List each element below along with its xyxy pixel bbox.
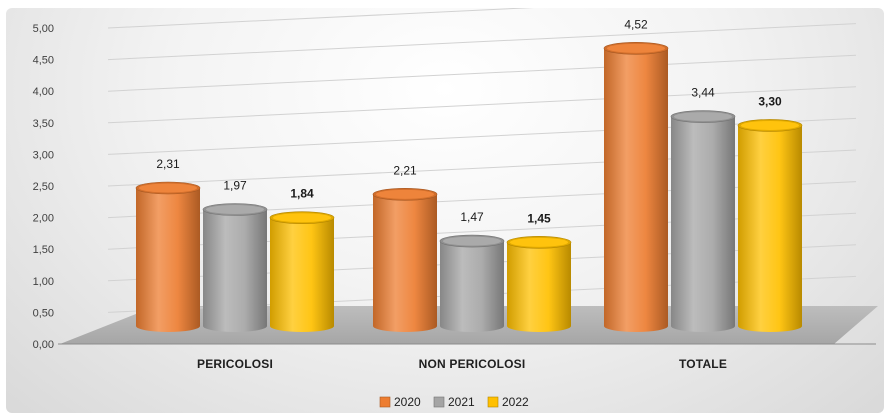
- y-tick-label: 4,00: [33, 86, 54, 98]
- legend-item: 2021: [433, 395, 475, 409]
- legend-label: 2020: [394, 395, 421, 409]
- x-category-label: PERICOLOSI: [197, 357, 273, 371]
- bars: [135, 42, 803, 332]
- bar-chart: 0,00 0,50 1,00 1,50 2,00 2,50 3,00 3,50 4,00 4,50…: [33, 8, 878, 409]
- legend: 2020 2021 2022: [379, 395, 529, 409]
- y-tick-label: 1,00: [33, 276, 54, 288]
- bar: [135, 181, 201, 332]
- data-label: 2,31: [156, 157, 180, 171]
- gridline: [107, 86, 857, 124]
- bar: [670, 110, 736, 332]
- bar: [439, 234, 505, 332]
- x-category-label: NON PERICOLOSI: [419, 357, 526, 371]
- x-axis: PERICOLOSI NON PERICOLOSI TOTALE: [197, 357, 727, 371]
- legend-label: 2022: [502, 395, 529, 409]
- y-tick-label: 4,50: [33, 55, 54, 67]
- y-tick-label: 0,00: [33, 339, 54, 351]
- y-tick-label: 0,50: [33, 307, 54, 319]
- y-tick-label: 2,00: [33, 213, 54, 225]
- bar: [737, 119, 803, 332]
- data-label: 4,52: [624, 17, 648, 31]
- y-tick-label: 3,00: [33, 149, 54, 161]
- y-tick-label: 5,00: [33, 23, 54, 35]
- chart-area: 0,00 0,50 1,00 1,50 2,00 2,50 3,00 3,50 4,00 4,50…: [6, 8, 884, 413]
- bar: [603, 42, 669, 332]
- y-tick-label: 2,50: [33, 181, 54, 193]
- gridline: [107, 23, 857, 61]
- legend-item: 2022: [487, 395, 529, 409]
- y-axis: 0,00 0,50 1,00 1,50 2,00 2,50 3,00 3,50 4,00 4,50…: [33, 23, 876, 351]
- bar: [269, 211, 335, 332]
- bar: [506, 236, 572, 332]
- legend-label: 2021: [448, 395, 475, 409]
- data-label: 2,21: [393, 163, 417, 177]
- gridline: [107, 8, 534, 29]
- data-labels: 2,31 1,97 1,84 2,21 1,47 1,45 4,52 3,44 3,30: [156, 17, 782, 225]
- gridline: [107, 54, 857, 92]
- bar: [372, 188, 438, 332]
- data-label: 1,47: [460, 210, 484, 224]
- data-label: 1,84: [290, 187, 314, 201]
- data-label: 3,44: [691, 86, 715, 100]
- x-category-label: TOTALE: [679, 357, 727, 371]
- legend-swatch: [487, 396, 499, 408]
- legend-item: 2020: [379, 395, 421, 409]
- y-tick-label: 3,50: [33, 118, 54, 130]
- data-label: 1,45: [527, 211, 551, 225]
- legend-swatch: [433, 396, 445, 408]
- data-label: 3,30: [758, 94, 782, 108]
- bar: [202, 203, 268, 332]
- legend-swatch: [379, 396, 391, 408]
- data-label: 1,97: [223, 178, 247, 192]
- y-tick-label: 1,50: [33, 244, 54, 256]
